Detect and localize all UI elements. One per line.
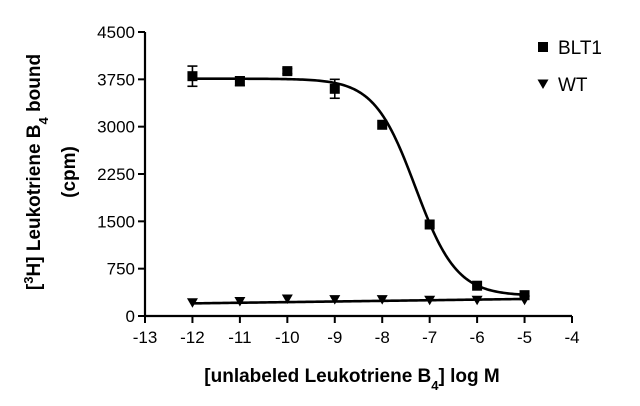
data-point-blt1 bbox=[424, 219, 435, 230]
data-point-blt1 bbox=[519, 290, 530, 301]
data-points bbox=[186, 65, 531, 308]
axes: 0 750 1500 2250 3000 3750 4500 -13 -12 -11 -10 -9 -8… bbox=[97, 23, 579, 347]
fit-curve-wt bbox=[192, 297, 525, 305]
data-point-wt bbox=[234, 296, 246, 307]
x-axis-title: [unlabeled Leukotriene B4] log M bbox=[204, 366, 499, 393]
x-tick-label: -7 bbox=[422, 328, 437, 347]
x-tick-label: -10 bbox=[275, 328, 300, 347]
data-point-blt1 bbox=[187, 71, 198, 82]
y-axis-title: [3H] Leukotriene B4 bound bbox=[21, 54, 51, 290]
data-point-wt bbox=[376, 295, 388, 305]
data-point-blt1 bbox=[472, 280, 483, 291]
data-point-blt1 bbox=[377, 119, 388, 130]
data-point-wt bbox=[424, 295, 436, 306]
data-point-wt bbox=[281, 294, 293, 304]
data-point-wt bbox=[519, 295, 531, 306]
legend-marker-square bbox=[538, 42, 548, 52]
x-tick-label: -8 bbox=[375, 328, 390, 347]
y-tick-label: 3000 bbox=[97, 118, 135, 137]
legend-label-blt1: BLT1 bbox=[558, 38, 602, 59]
legend-label-wt: WT bbox=[558, 75, 588, 96]
y-title-sub: 4 bbox=[36, 116, 51, 124]
y-title-pre: [ bbox=[24, 283, 45, 290]
y-tick-label: 2250 bbox=[97, 165, 135, 184]
x-tick-label: -9 bbox=[327, 328, 342, 347]
x-title-sub: 4 bbox=[431, 378, 439, 393]
fit-curves bbox=[192, 77, 525, 305]
y-tick-label: 750 bbox=[107, 260, 135, 279]
data-point-blt1 bbox=[329, 83, 340, 94]
data-point-wt bbox=[329, 295, 341, 305]
x-tick-label: -5 bbox=[517, 328, 532, 347]
x-tick-label: -13 bbox=[133, 328, 158, 347]
y-tick-label: 1500 bbox=[97, 212, 135, 231]
y-tick-label: 3750 bbox=[97, 70, 135, 89]
data-point-wt bbox=[186, 298, 198, 308]
y-title-post: bound bbox=[24, 54, 45, 117]
legend: BLT1 WT bbox=[537, 38, 602, 96]
data-point-wt bbox=[471, 295, 483, 306]
data-point-blt1 bbox=[234, 76, 245, 87]
x-tick-label: -11 bbox=[228, 328, 251, 347]
y-axis-title-units: (cpm) bbox=[59, 146, 80, 198]
fit-curve-blt1 bbox=[192, 77, 525, 297]
x-title-main: [unlabeled Leukotriene B bbox=[204, 366, 431, 387]
x-tick-label: -12 bbox=[180, 328, 205, 347]
y-tick-label: 4500 bbox=[97, 23, 135, 42]
legend-marker-triangle bbox=[537, 79, 549, 89]
y-tick-label: 0 bbox=[126, 307, 135, 326]
x-tick-label: -4 bbox=[564, 328, 579, 347]
data-point-blt1 bbox=[282, 66, 293, 77]
x-title-tail: ] log M bbox=[439, 366, 500, 387]
y-title-sup: 3 bbox=[21, 277, 36, 284]
y-title-mid: H] Leukotriene B bbox=[24, 124, 45, 276]
x-tick-label: -6 bbox=[470, 328, 485, 347]
